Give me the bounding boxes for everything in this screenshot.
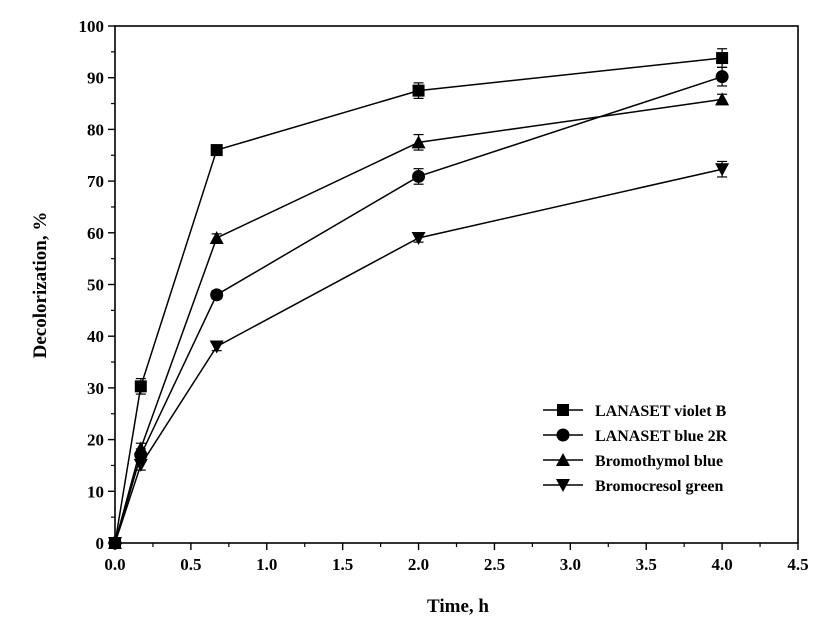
y-axis-title: Decolorization, % <box>30 212 51 359</box>
x-tick-label: 1.0 <box>256 555 277 574</box>
data-point <box>412 84 425 97</box>
x-tick-label: 1.5 <box>332 555 353 574</box>
legend-marker <box>557 404 569 416</box>
legend-label: Bromothymol blue <box>595 453 723 470</box>
data-point <box>210 144 223 157</box>
x-axis: 0.0 0.5 1.0 1.5 2.0 2.5 3.0 3.5 4.0 4.5 <box>104 543 809 574</box>
series-lanaset-violet-b <box>109 48 729 549</box>
y-tick-label: 0 <box>96 534 105 553</box>
x-tick-label: 4.5 <box>787 555 808 574</box>
x-tick-label: 2.0 <box>408 555 429 574</box>
data-point <box>133 441 148 455</box>
data-point <box>716 52 729 65</box>
legend-label: LANASET violet B <box>595 403 727 420</box>
legend-marker <box>556 479 570 492</box>
y-tick-label: 100 <box>79 17 105 36</box>
legend-marker <box>556 453 570 466</box>
y-tick-label: 70 <box>87 172 104 191</box>
legend-marker <box>556 428 570 442</box>
x-tick-label: 2.5 <box>484 555 505 574</box>
x-tick-label: 3.5 <box>636 555 657 574</box>
series-layer <box>108 48 730 550</box>
data-point <box>715 70 729 84</box>
series-bromocresol-green <box>108 160 730 550</box>
series-bromothymol-blue <box>108 92 730 549</box>
data-point <box>209 340 224 354</box>
data-point <box>134 380 147 393</box>
y-tick-label: 60 <box>87 224 104 243</box>
y-tick-label: 40 <box>87 327 104 346</box>
data-point <box>133 458 148 472</box>
data-point <box>411 135 426 149</box>
data-point <box>715 92 730 106</box>
series-line <box>114 98 723 544</box>
x-axis-title: Time, h <box>427 596 489 617</box>
legend-item: LANASET blue 2R <box>543 428 728 445</box>
data-point <box>209 230 224 244</box>
data-point <box>411 231 426 245</box>
legend-label: Bromocresol green <box>595 478 724 495</box>
legend: LANASET violet B LANASET blue 2R Bromothym… <box>543 403 728 495</box>
y-tick-label: 90 <box>87 69 104 88</box>
legend-item: Bromocresol green <box>543 478 724 495</box>
data-point <box>412 169 426 183</box>
x-tick-label: 0.5 <box>180 555 201 574</box>
data-point <box>210 288 224 302</box>
x-tick-label: 3.0 <box>560 555 581 574</box>
y-tick-label: 30 <box>87 379 104 398</box>
y-tick-label: 50 <box>87 276 104 295</box>
legend-label: LANASET blue 2R <box>595 428 728 445</box>
y-tick-label: 20 <box>87 431 104 450</box>
y-axis: 0 10 20 30 40 50 60 70 80 90 100 <box>79 17 115 553</box>
y-tick-label: 80 <box>87 120 104 139</box>
legend-item: Bromothymol blue <box>543 453 723 470</box>
x-tick-label: 4.0 <box>711 555 732 574</box>
data-point <box>715 163 730 177</box>
x-tick-label: 0.0 <box>104 555 125 574</box>
y-tick-label: 10 <box>87 482 104 501</box>
series-line <box>114 57 723 544</box>
data-point <box>108 537 122 550</box>
legend-item: LANASET violet B <box>543 403 727 420</box>
